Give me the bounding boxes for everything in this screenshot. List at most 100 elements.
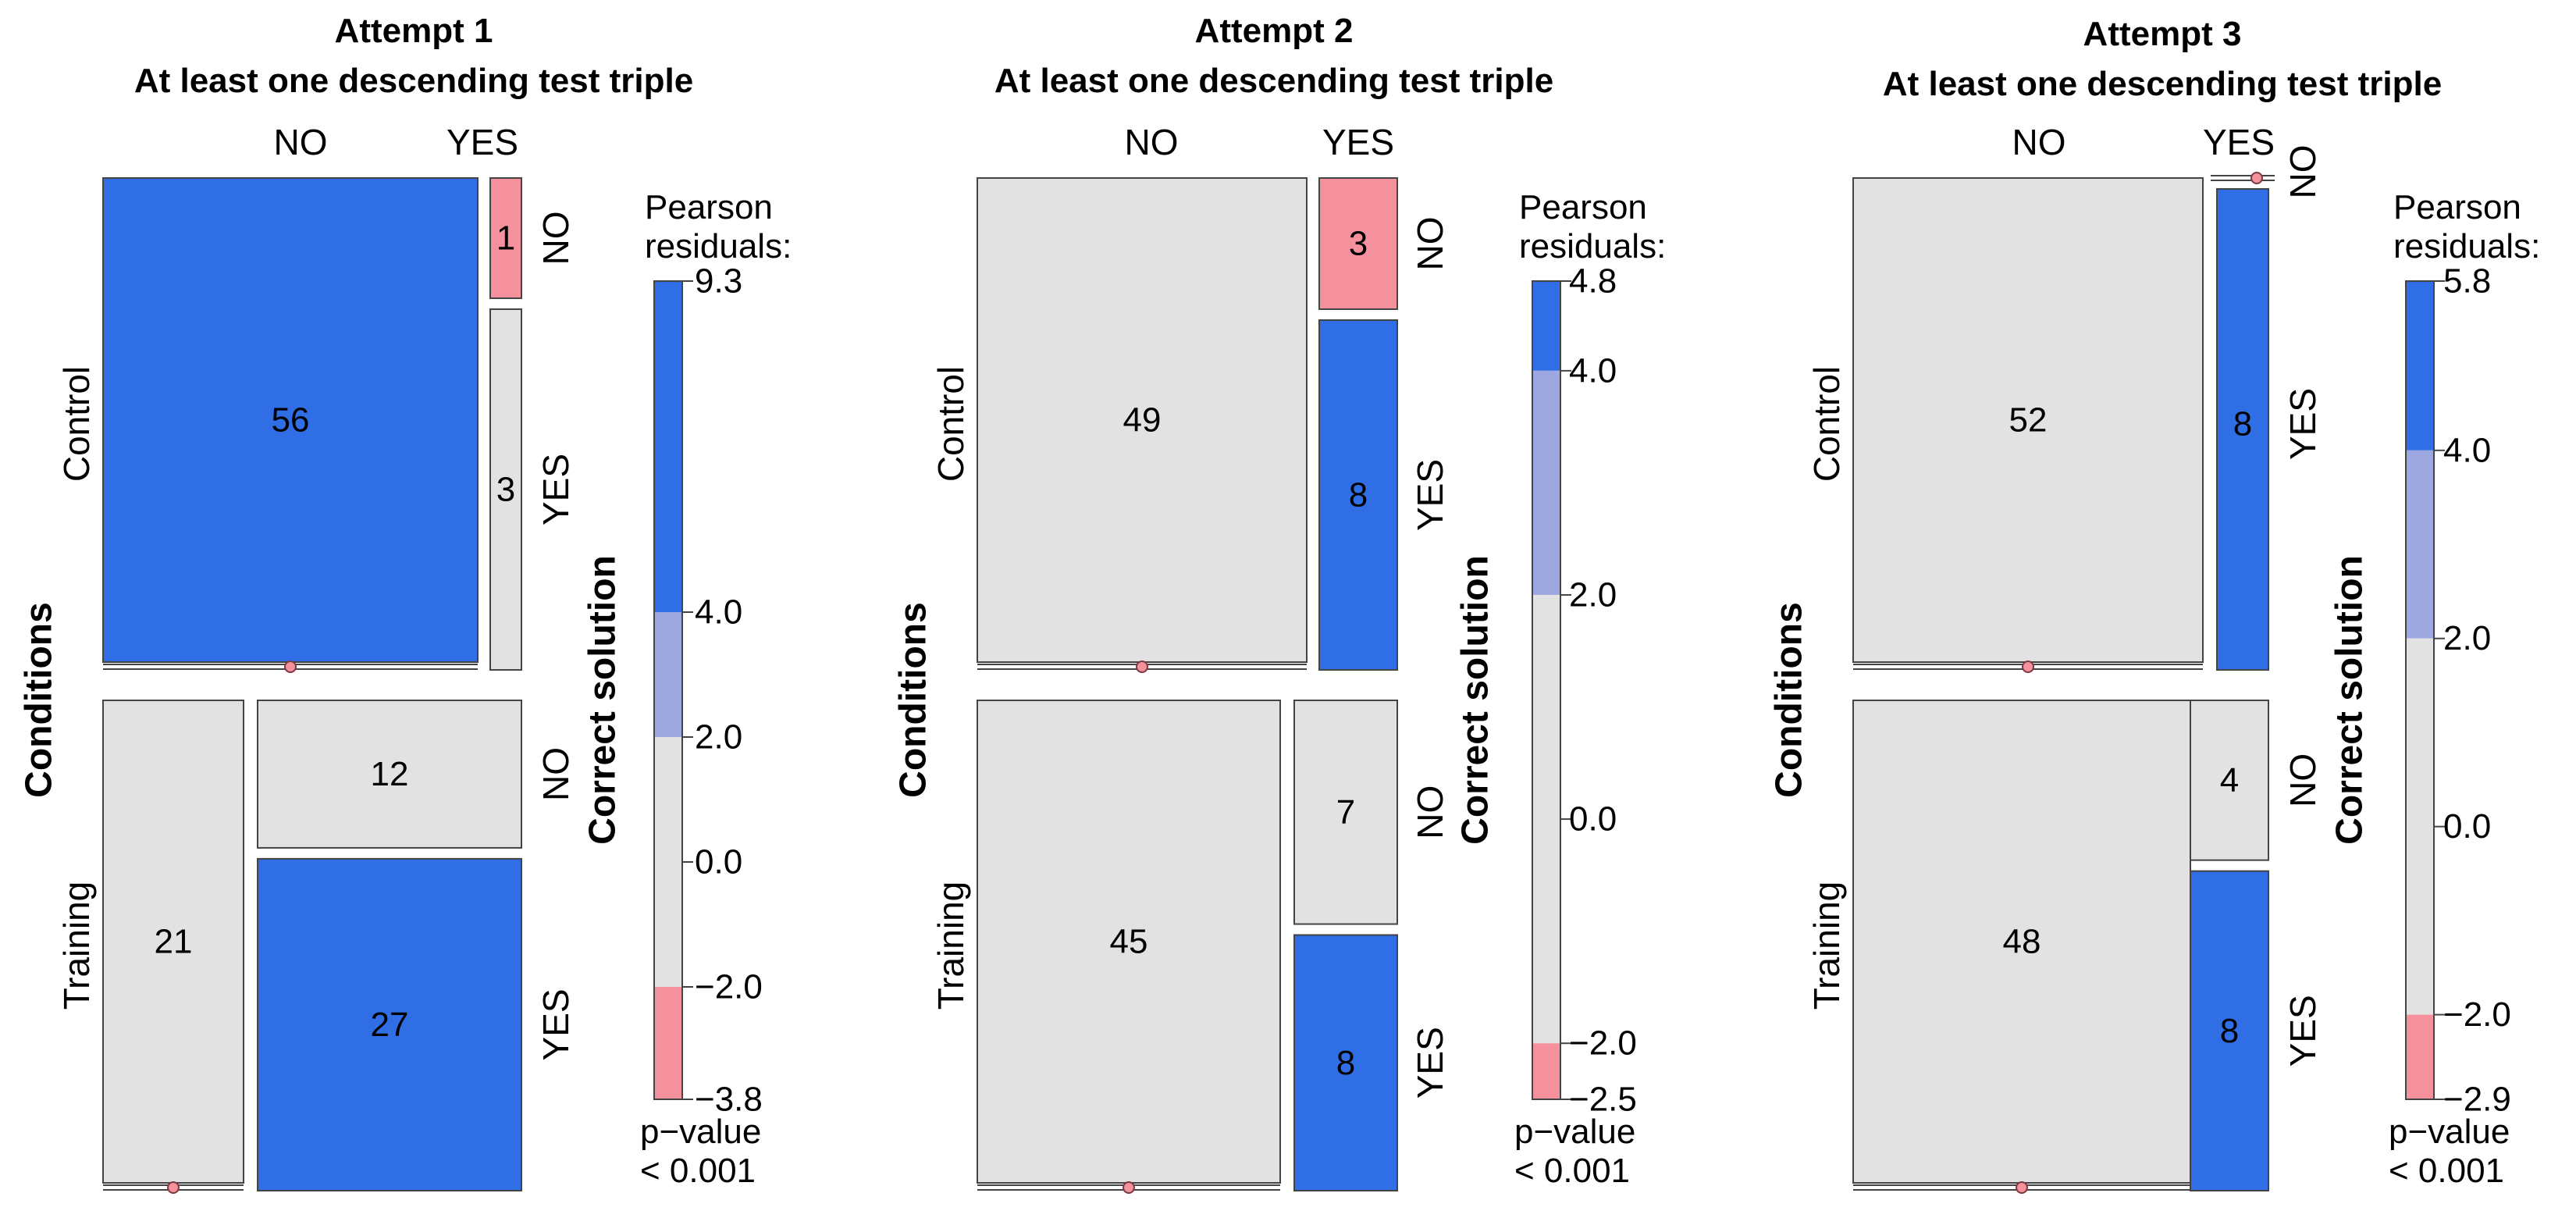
p-value-label: p−value (1514, 1113, 1635, 1151)
cell-control-no-correct-no (1852, 177, 2204, 663)
inner-label-control-no: NO (535, 212, 576, 265)
row-label-training: Training (930, 881, 971, 1010)
cell-label: 49 (1123, 401, 1162, 440)
cell-label: 3 (1349, 225, 1368, 263)
legend-title-2: residuals: (645, 227, 792, 265)
legend-tick-label: −2.5 (1569, 1081, 1637, 1119)
inner-label-training-yes: YES (2282, 995, 2323, 1067)
legend-band-neutral (1532, 594, 1560, 1044)
cell-label: 4 (2220, 761, 2239, 800)
p-value: < 0.001 (640, 1152, 756, 1190)
cell-training-yes-correct-no (2190, 700, 2269, 861)
cell-label: 27 (371, 1006, 409, 1044)
legend-band-negative (1532, 1043, 1560, 1099)
legend-tick-label: 2.0 (1569, 575, 1617, 614)
legend-tick-label: 2.0 (2443, 619, 2491, 657)
cell-training-no-correct-no (102, 700, 244, 1184)
legend-frame (1532, 280, 1561, 1100)
mosaic-panel-1: Attempt 1 At least one descending test tr… (19, 12, 792, 1194)
legend-tick-label: −2.0 (695, 968, 763, 1006)
inner-variable-label: Correct solution (582, 555, 624, 845)
cell-control-yes-correct-yes (1318, 319, 1398, 671)
cell-label: 8 (1349, 476, 1368, 515)
chart-subtitle: At least one descending test triple (134, 62, 693, 100)
legend-frame (2405, 280, 2435, 1100)
row-variable-label: Conditions (1769, 602, 1810, 798)
cell-training-yes-correct-no (1293, 700, 1398, 925)
legend-band-mild-positive (654, 612, 682, 737)
p-value: < 0.001 (1514, 1152, 1630, 1190)
cell-label: 8 (2233, 405, 2252, 443)
row-label-control: Control (1806, 366, 1847, 482)
inner-label-control-no: NO (2282, 145, 2323, 199)
p-value: < 0.001 (2389, 1152, 2504, 1190)
legend-tick-label: −3.8 (695, 1081, 763, 1119)
cell-label: 1 (496, 219, 515, 258)
legend-title-2: residuals: (1519, 227, 1666, 265)
zero-marker-control-no-yes (2022, 661, 2034, 673)
legend-title: Pearson (645, 188, 773, 226)
cell-label: 52 (2009, 401, 2048, 440)
legend-tick-label: 0.0 (695, 843, 742, 881)
cell-label: 12 (371, 755, 409, 793)
row-variable-label: Conditions (893, 602, 934, 798)
col-label-yes: YES (1322, 122, 1394, 162)
cell-training-yes-correct-no (257, 700, 522, 849)
row-variable-label: Conditions (19, 602, 60, 798)
cell-training-yes-correct-yes (1293, 934, 1398, 1191)
col-label-no: NO (2012, 122, 2066, 162)
legend-band-neutral (2406, 638, 2434, 1015)
col-label-no: NO (1125, 122, 1179, 162)
inner-label-control-no: NO (1410, 217, 1450, 271)
inner-label-training-yes: YES (1410, 1027, 1450, 1099)
legend-tick-label: 4.8 (1569, 262, 1617, 301)
cell-label: 56 (272, 401, 310, 440)
legend-tick-label: −2.0 (1569, 1024, 1637, 1063)
row-label-control: Control (930, 366, 971, 482)
chart-title: Attempt 1 (335, 12, 493, 50)
cell-label: 7 (1336, 793, 1355, 832)
cell-training-no-correct-no (1852, 700, 2191, 1184)
legend-band-strong-positive (654, 281, 682, 612)
zero-marker-training-no-yes (1123, 1181, 1135, 1194)
cell-control-yes-correct-no (489, 177, 522, 299)
col-label-yes: YES (2203, 122, 2275, 162)
zero-marker-training-no-yes (167, 1181, 180, 1194)
chart-subtitle: At least one descending test triple (994, 62, 1553, 100)
mosaic-panel-2: Attempt 2 At least one descending test tr… (893, 12, 1666, 1194)
inner-variable-label: Correct solution (1455, 555, 1496, 845)
legend-tick-label: 4.0 (1569, 351, 1617, 390)
cell-label: 48 (2003, 923, 2041, 961)
cell-control-yes-correct-yes (489, 308, 522, 671)
legend-band-strong-positive (1532, 281, 1560, 371)
legend-title: Pearson (2393, 188, 2521, 226)
cell-label: 3 (496, 471, 515, 509)
cell-label: 21 (155, 923, 193, 961)
col-label-no: NO (274, 122, 328, 162)
legend-band-mild-positive (1532, 370, 1560, 595)
legend-tick-label: 9.3 (695, 262, 742, 301)
inner-variable-label: Correct solution (2329, 555, 2371, 845)
legend-frame (653, 280, 683, 1100)
legend-tick-label: 0.0 (1569, 800, 1617, 839)
zero-marker-control-no-yes (1136, 661, 1148, 673)
cell-label: 45 (1110, 923, 1148, 961)
inner-label-training-no: NO (2282, 753, 2323, 807)
legend-tick-label: 4.0 (2443, 431, 2491, 469)
zero-marker-training-no-yes (2016, 1181, 2028, 1194)
legend-title: Pearson (1519, 188, 1647, 226)
cell-control-yes-correct-yes (2216, 188, 2269, 671)
inner-label-control-yes: YES (2282, 388, 2323, 460)
inner-label-control-yes: YES (1410, 459, 1450, 531)
chart-title: Attempt 2 (1195, 12, 1354, 50)
p-value-label: p−value (2389, 1113, 2510, 1151)
mosaic-panel-3: Attempt 3 At least one descending test tr… (1769, 15, 2540, 1194)
legend-band-negative (654, 987, 682, 1099)
legend-band-negative (2406, 1014, 2434, 1099)
zero-marker-control-yes-no (2250, 172, 2263, 184)
inner-label-training-yes: YES (535, 988, 576, 1060)
cell-training-yes-correct-yes (257, 857, 522, 1192)
